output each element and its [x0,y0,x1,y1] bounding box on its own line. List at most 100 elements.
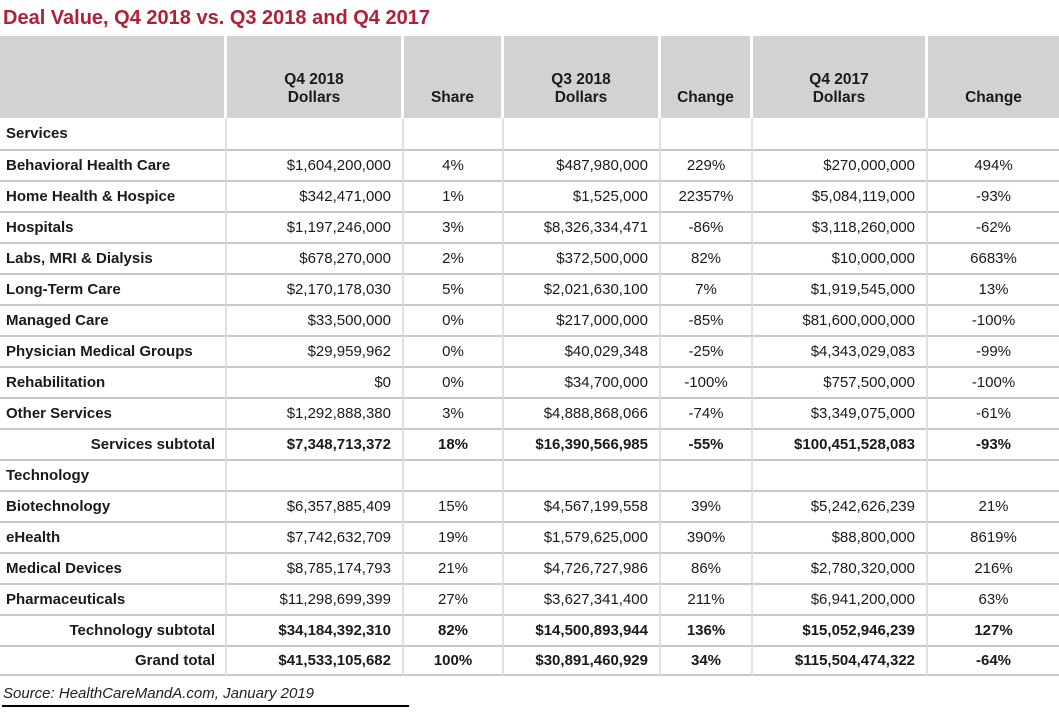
cell: 82% [661,242,753,273]
cell: $1,579,625,000 [504,521,661,552]
cell: 100% [404,645,504,676]
cell: -93% [928,428,1059,459]
cell: 34% [661,645,753,676]
row-label: Long-Term Care [0,273,227,304]
cell: $115,504,474,322 [753,645,928,676]
row-label: Technology [0,459,227,490]
cell: 0% [404,366,504,397]
table-row-labs-mri-dialysis: Labs, MRI & Dialysis $678,270,000 2% $372,5… [0,242,1059,273]
table-row-other-services: Other Services $1,292,888,380 3% $4,888,868… [0,397,1059,428]
cell: $34,184,392,310 [227,614,404,645]
cell: $3,349,075,000 [753,397,928,428]
cell: 15% [404,490,504,521]
cell [928,118,1059,149]
cell [661,118,753,149]
cell [404,118,504,149]
column-header [0,36,227,118]
cell [753,459,928,490]
cell: 8619% [928,521,1059,552]
cell: 5% [404,273,504,304]
cell: -99% [928,335,1059,366]
cell: 0% [404,335,504,366]
cell: 3% [404,211,504,242]
cell: 86% [661,552,753,583]
cell: -64% [928,645,1059,676]
row-label: Physician Medical Groups [0,335,227,366]
cell: $41,533,105,682 [227,645,404,676]
cell: 13% [928,273,1059,304]
column-header: Share [404,36,504,118]
table-row-technology-subtotal: Technology subtotal $34,184,392,310 82% $14… [0,614,1059,645]
cell: $5,084,119,000 [753,180,928,211]
cell: $100,451,528,083 [753,428,928,459]
cell: 39% [661,490,753,521]
cell: $372,500,000 [504,242,661,273]
cell: $342,471,000 [227,180,404,211]
cell: 21% [404,552,504,583]
cell [661,459,753,490]
table-row-biotechnology: Biotechnology $6,357,885,409 15% $4,567,199… [0,490,1059,521]
table-row-behavioral-health-care: Behavioral Health Care $1,604,200,000 4% $4… [0,149,1059,180]
table-header-row: Q4 2018 Dollars Share Q3 2018 Dollars Chang… [0,36,1059,118]
cell: $6,357,885,409 [227,490,404,521]
cell: $16,390,566,985 [504,428,661,459]
cell [504,118,661,149]
cell: 18% [404,428,504,459]
cell: 22357% [661,180,753,211]
cell: $30,891,460,929 [504,645,661,676]
cell: $4,567,199,558 [504,490,661,521]
cell: -74% [661,397,753,428]
row-label: Labs, MRI & Dialysis [0,242,227,273]
table-header: Q4 2018 Dollars Share Q3 2018 Dollars Chang… [0,36,1059,118]
cell: -100% [928,366,1059,397]
row-label: Other Services [0,397,227,428]
table-row-rehabilitation: Rehabilitation $0 0% $34,700,000 -100% $757,5… [0,366,1059,397]
cell: 63% [928,583,1059,614]
cell [227,459,404,490]
cell: 19% [404,521,504,552]
cell: $8,326,334,471 [504,211,661,242]
cell: $1,604,200,000 [227,149,404,180]
row-label: Pharmaceuticals [0,583,227,614]
row-label: Services subtotal [0,428,227,459]
table-row-pharmaceuticals: Pharmaceuticals $11,298,699,399 27% $3,627,… [0,583,1059,614]
cell: 4% [404,149,504,180]
cell: $8,785,174,793 [227,552,404,583]
cell: $3,627,341,400 [504,583,661,614]
row-label: Technology subtotal [0,614,227,645]
cell: -25% [661,335,753,366]
cell: $33,500,000 [227,304,404,335]
cell: $88,800,000 [753,521,928,552]
cell: $1,197,246,000 [227,211,404,242]
cell: 7% [661,273,753,304]
cell: $2,170,178,030 [227,273,404,304]
cell: $4,726,727,986 [504,552,661,583]
column-header: Change [661,36,753,118]
cell [928,459,1059,490]
cell: $5,242,626,239 [753,490,928,521]
cell: $34,700,000 [504,366,661,397]
column-header: Q4 2018 Dollars [227,36,404,118]
row-label: Services [0,118,227,149]
row-label: Rehabilitation [0,366,227,397]
cell: -86% [661,211,753,242]
table-body: Services Behavioral Health Care $1,604,200… [0,118,1059,676]
cell: $6,941,200,000 [753,583,928,614]
cell: $1,919,545,000 [753,273,928,304]
cell: 229% [661,149,753,180]
cell: -100% [661,366,753,397]
cell: -55% [661,428,753,459]
cell: 127% [928,614,1059,645]
cell: $7,348,713,372 [227,428,404,459]
deal-value-table: Q4 2018 Dollars Share Q3 2018 Dollars Chang… [0,36,1059,676]
cell: $1,525,000 [504,180,661,211]
cell: 6683% [928,242,1059,273]
cell: $40,029,348 [504,335,661,366]
row-label: Hospitals [0,211,227,242]
cell: -100% [928,304,1059,335]
row-label: eHealth [0,521,227,552]
cell [753,118,928,149]
cell: 390% [661,521,753,552]
table-row-hospitals: Hospitals $1,197,246,000 3% $8,326,334,471-… [0,211,1059,242]
column-header: Change [928,36,1059,118]
